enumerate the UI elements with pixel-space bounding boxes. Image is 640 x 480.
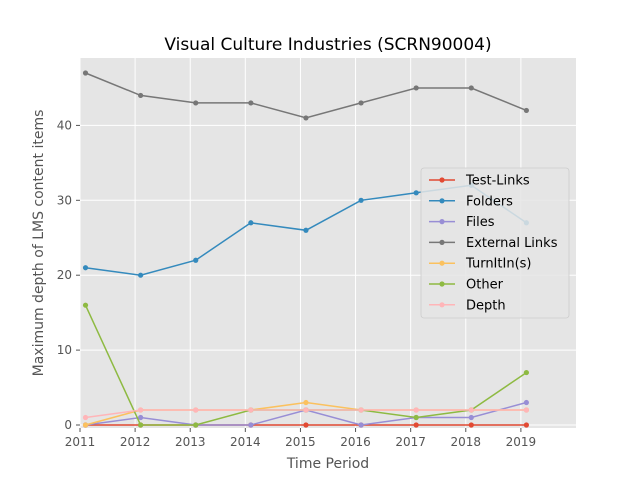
legend-box (420, 167, 570, 319)
data-point (523, 407, 530, 413)
data-point (193, 422, 199, 428)
data-point (413, 85, 419, 91)
x-tick-label: 2015 (285, 435, 316, 449)
y-axis-label: Maximum depth of LMS content items (31, 110, 47, 377)
x-tick-label: 2011 (65, 435, 96, 449)
series-depth (82, 407, 530, 421)
legend-swatch-marker (439, 281, 445, 287)
legend-swatch-marker (439, 302, 445, 308)
data-point (413, 407, 419, 413)
legend-item: External Links (429, 236, 558, 251)
data-point (138, 422, 144, 428)
data-point (82, 302, 89, 308)
data-point (303, 399, 309, 406)
legend-item: Depth (429, 298, 506, 313)
legend-item: Folders (429, 194, 513, 209)
axis-ticks: 2011 2012 2013 2014 2015 2016 2017 2018 2019 0 10 2… (57, 118, 536, 449)
legend-swatch-marker (439, 239, 445, 245)
y-tick-label: 20 (57, 268, 72, 282)
data-point (193, 257, 199, 263)
data-point (248, 220, 254, 226)
legend-label: Other (466, 278, 504, 293)
data-point (193, 407, 199, 413)
x-tick-label: 2014 (230, 435, 261, 449)
data-point (303, 407, 309, 413)
data-point (523, 399, 530, 406)
legend-label: Files (466, 215, 495, 230)
data-point (358, 197, 364, 203)
data-point (138, 272, 144, 278)
legend-swatch-marker (439, 198, 445, 204)
y-tick-label: 0 (64, 418, 72, 432)
data-point (468, 422, 474, 428)
data-point (138, 407, 144, 413)
data-point (468, 85, 474, 91)
legend-label: Test-Links (465, 174, 530, 189)
y-tick-label: 30 (57, 193, 72, 207)
data-point (413, 414, 419, 421)
legend-label: Folders (466, 194, 513, 209)
data-point (303, 227, 309, 233)
data-point (138, 92, 144, 99)
data-point (82, 414, 89, 421)
legend-item: Other (429, 278, 504, 293)
data-point (82, 70, 89, 76)
data-point (358, 100, 364, 106)
data-point (413, 190, 419, 196)
data-point (523, 422, 530, 428)
data-point (248, 422, 254, 428)
x-tick-label: 2013 (175, 435, 206, 449)
x-tick-label: 2016 (340, 435, 371, 449)
data-point (138, 414, 144, 421)
data-point (193, 100, 199, 106)
legend-swatch-marker (439, 260, 445, 266)
data-point (358, 422, 364, 428)
data-point (248, 100, 254, 106)
series-layer (82, 70, 530, 428)
legend: Test-Links Folders Files External Links Turn… (420, 167, 570, 319)
data-point (248, 407, 254, 413)
y-tick-label: 10 (57, 343, 72, 357)
x-axis-label: Time Period (286, 456, 369, 472)
data-point (468, 414, 474, 421)
legend-label: Depth (466, 298, 506, 313)
data-point (303, 422, 309, 428)
data-point (413, 422, 419, 428)
x-tick-label: 2012 (120, 435, 151, 449)
legend-label: External Links (466, 236, 558, 251)
legend-item: Test-Links (429, 174, 530, 189)
legend-item: TurnItIn(s) (429, 257, 531, 272)
data-point (523, 107, 530, 114)
x-tick-label: 2018 (451, 435, 482, 449)
data-point (468, 407, 474, 413)
legend-swatch-marker (439, 219, 445, 225)
chart-title: Visual Culture Industries (SCRN90004) (164, 35, 491, 55)
x-tick-label: 2017 (395, 435, 426, 449)
legend-item: Files (429, 215, 495, 230)
legend-swatch-marker (439, 177, 445, 183)
data-point (358, 407, 364, 413)
series-external-links (82, 70, 530, 121)
data-point (303, 115, 309, 121)
data-point (523, 369, 530, 376)
data-point (82, 422, 89, 428)
x-tick-label: 2019 (506, 435, 537, 449)
legend-label: TurnItIn(s) (465, 257, 531, 272)
data-point (82, 265, 89, 271)
y-tick-label: 40 (57, 118, 72, 132)
